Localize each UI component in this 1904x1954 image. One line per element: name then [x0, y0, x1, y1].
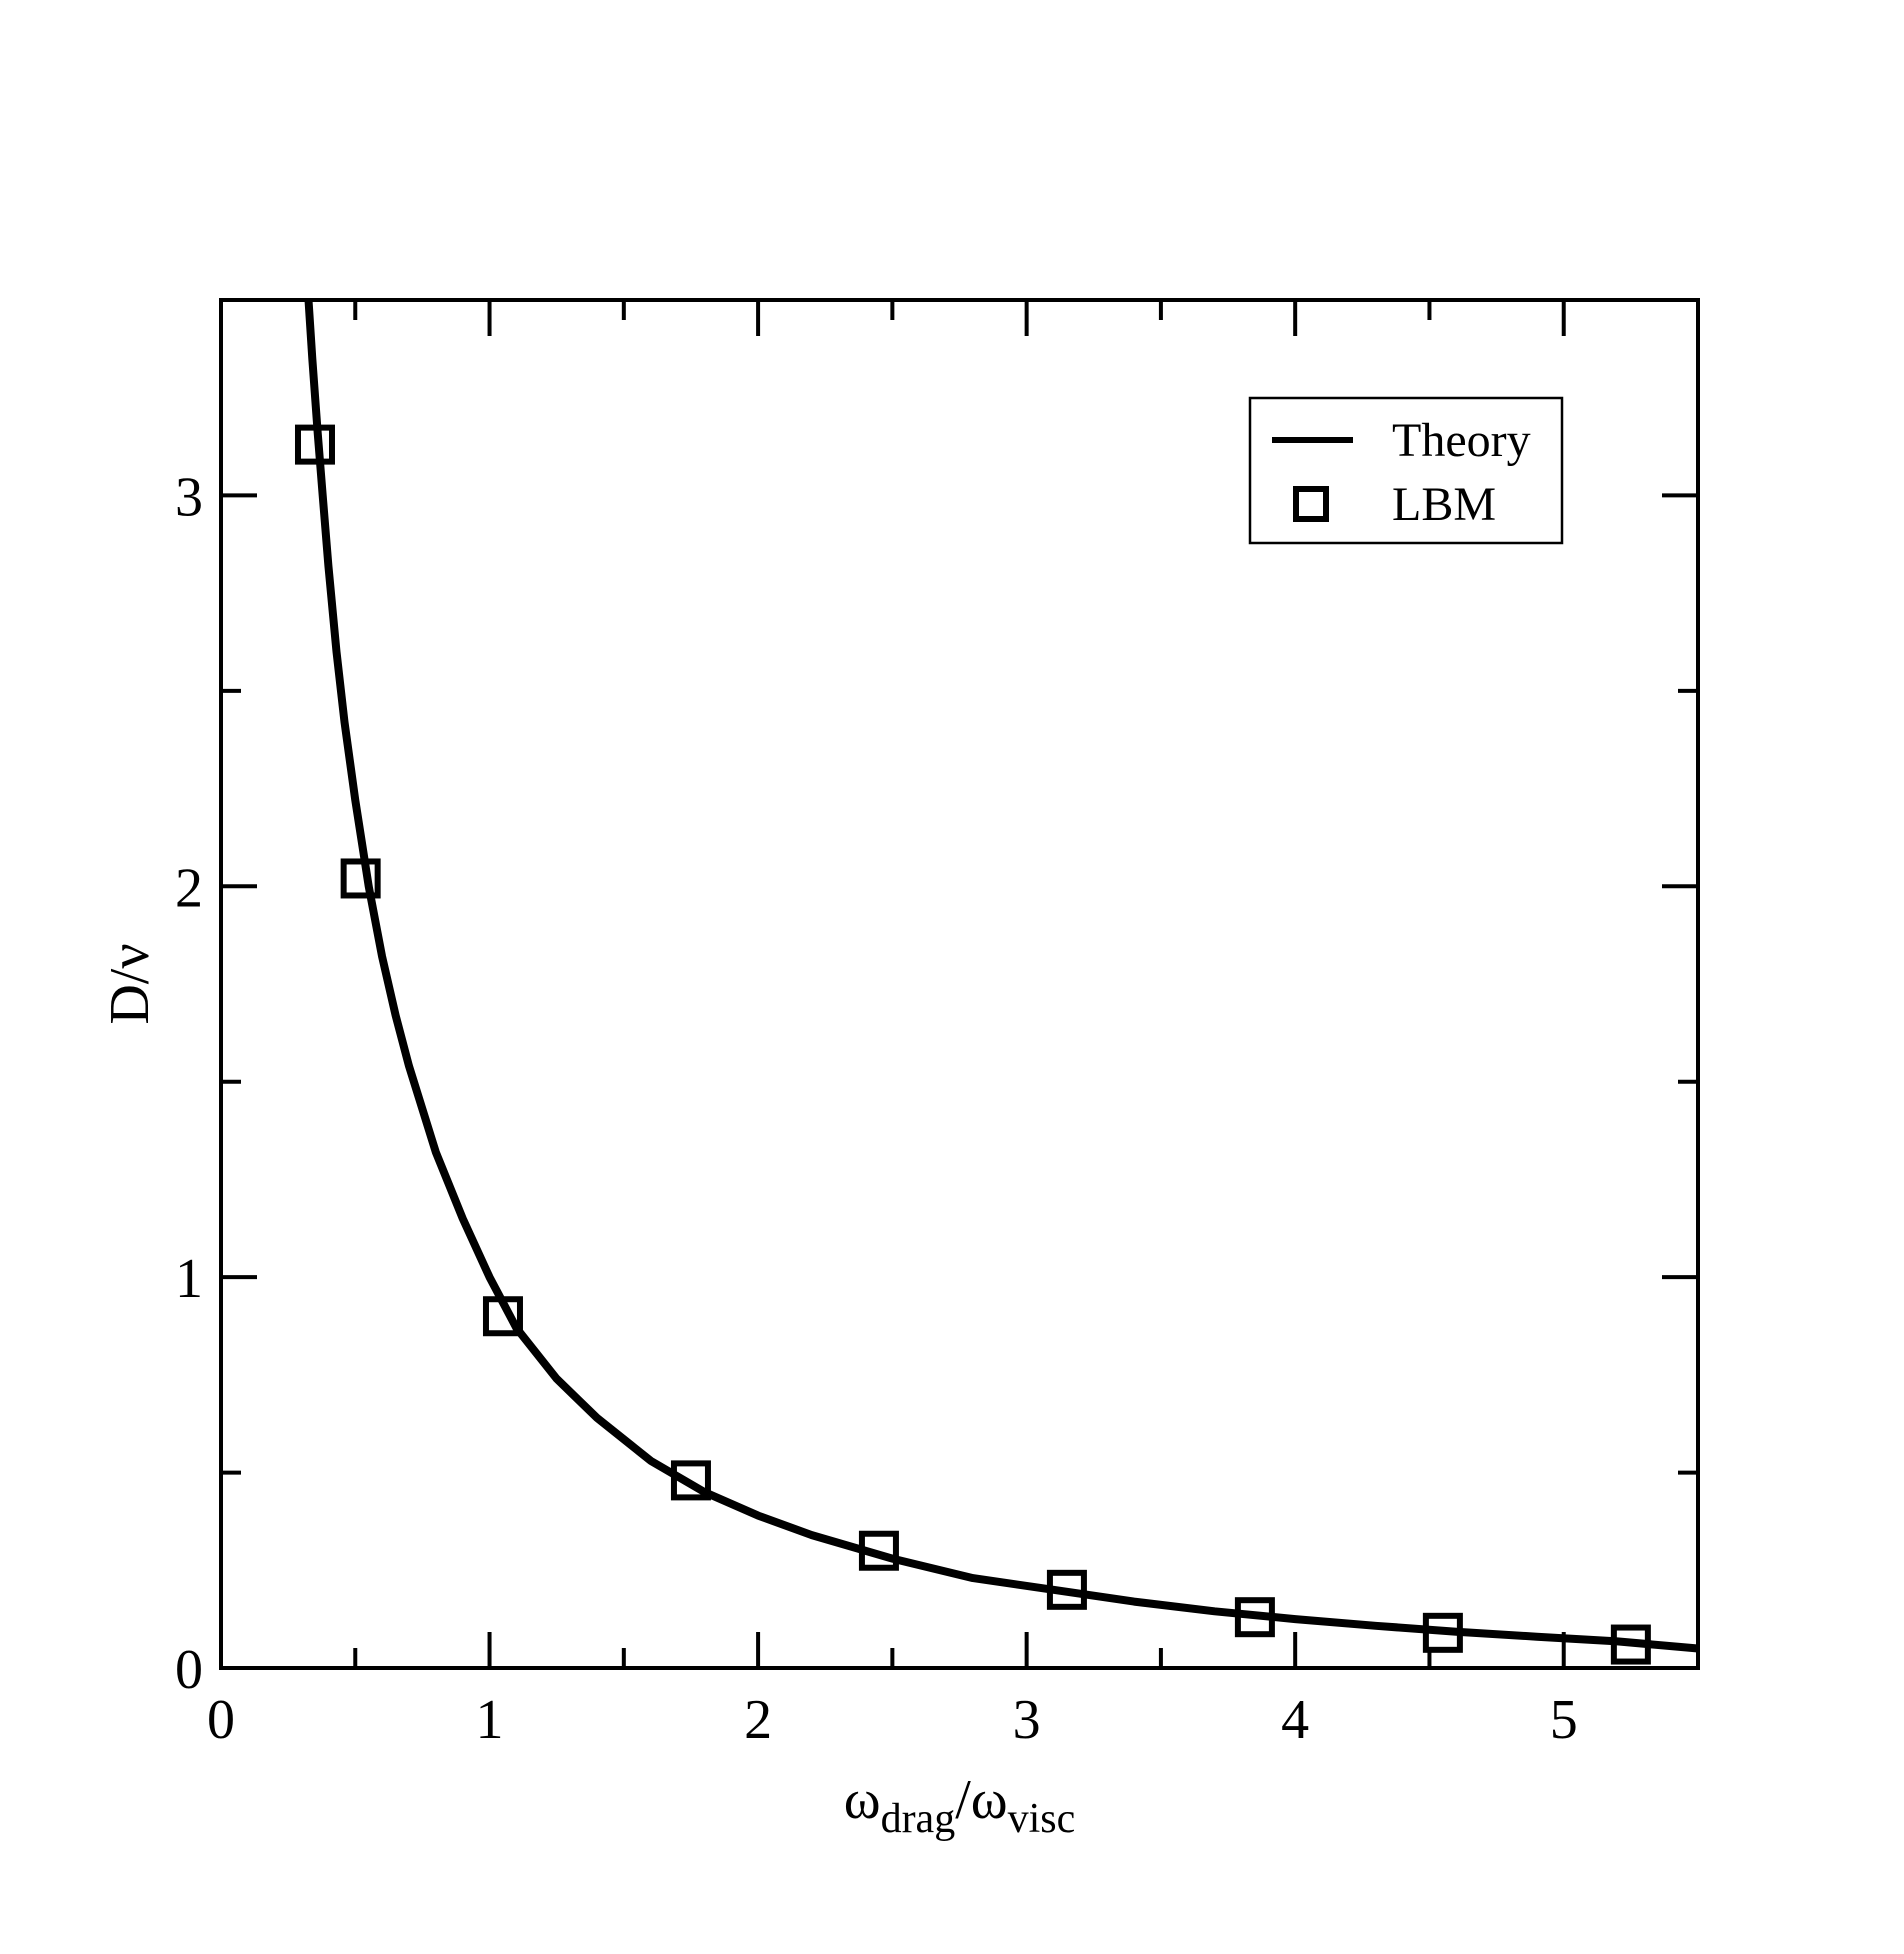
x-axis-title-main: ω — [844, 1769, 881, 1831]
x-axis-title-slash: /ω — [955, 1769, 1007, 1831]
y-tick-label: 2 — [175, 857, 203, 919]
series-lbm-point — [340, 858, 381, 899]
x-axis-title: ωdrag/ωvisc — [844, 1769, 1076, 1842]
legend: Theory LBM — [1248, 396, 1564, 545]
x-axis-title-sub2: visc — [1008, 1796, 1076, 1842]
series-lbm-point — [1046, 1569, 1087, 1610]
y-tick-label: 0 — [175, 1639, 203, 1701]
x-tick-label: 1 — [476, 1689, 504, 1751]
x-tick-label: 4 — [1281, 1689, 1309, 1751]
series-lbm-point — [858, 1530, 899, 1571]
legend-swatch-lbm — [1293, 486, 1329, 522]
series-lbm-point — [294, 424, 335, 465]
x-tick-label: 3 — [1013, 1689, 1041, 1751]
series-lbm-point — [1234, 1597, 1275, 1638]
y-tick-label: 3 — [175, 466, 203, 528]
series-lbm-point — [670, 1460, 711, 1501]
legend-label-theory: Theory — [1392, 414, 1531, 467]
series-lbm-point — [1610, 1624, 1651, 1665]
x-tick-label: 5 — [1550, 1689, 1578, 1751]
y-axis-title: D/ν — [99, 943, 161, 1024]
series-theory-line — [304, 299, 1699, 1653]
y-tick-label: 1 — [175, 1248, 203, 1310]
plot-content — [294, 299, 1699, 1665]
plot-frame — [219, 298, 1700, 1670]
axis-ticks — [219, 300, 1698, 1670]
series-lbm-point — [482, 1296, 523, 1337]
legend-label-lbm: LBM — [1392, 478, 1496, 531]
x-tick-label: 0 — [207, 1689, 235, 1751]
axis-tick-labels: 0 1 2 3 4 5 0 1 2 3 — [175, 466, 1578, 1751]
x-axis-title-sub1: drag — [881, 1796, 956, 1842]
series-lbm-point — [1422, 1612, 1463, 1653]
x-tick-label: 2 — [744, 1689, 772, 1751]
